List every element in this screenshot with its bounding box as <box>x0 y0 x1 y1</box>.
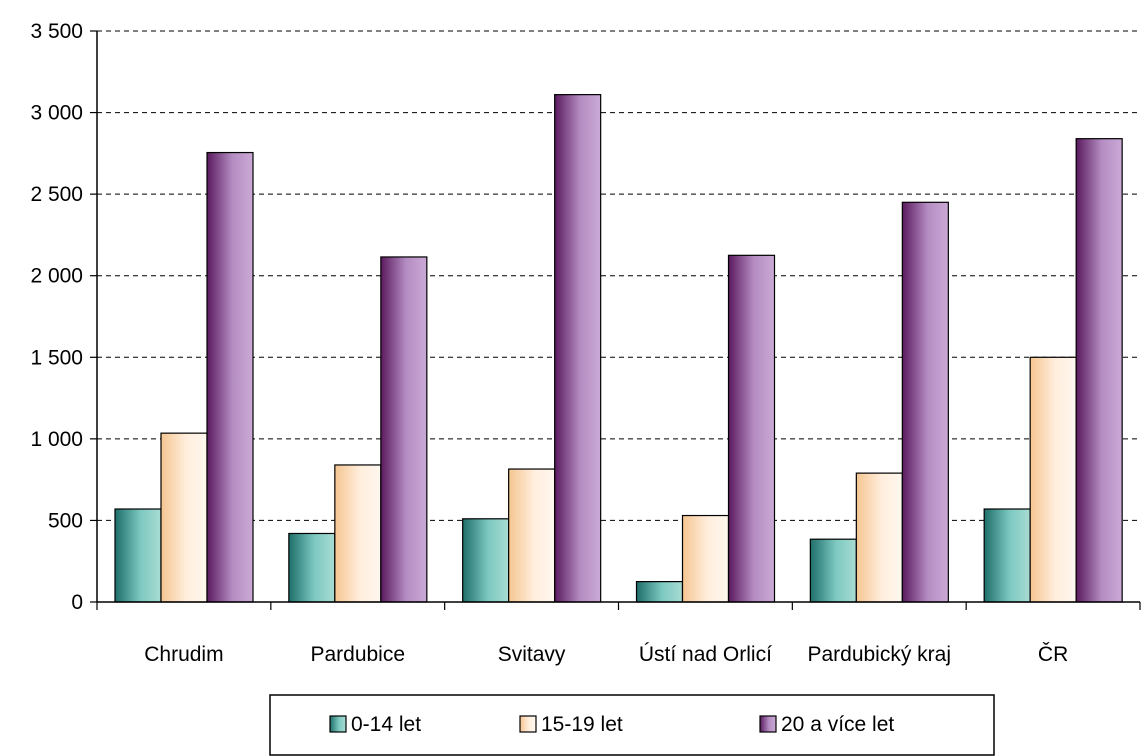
x-category-label: Pardubický kraj <box>807 643 951 666</box>
y-tick-label: 1 500 <box>30 346 83 369</box>
y-axis-tick-labels: 0 500 1 000 1 500 2 000 2 500 3 000 3 500 <box>30 20 83 614</box>
bar-chrudim-series-2 <box>206 151 254 603</box>
y-tick-label: 2 500 <box>30 183 83 206</box>
bar-chrudim-series-1 <box>160 432 208 603</box>
axes <box>90 30 1141 610</box>
bar--st-nad-orlic--series-0 <box>635 581 684 603</box>
x-category-label: Svitavy <box>498 643 566 666</box>
bar--st-nad-orlic--series-2 <box>727 254 776 603</box>
legend-label: 0-14 let <box>351 713 421 736</box>
bar--r-series-2 <box>1075 138 1123 603</box>
legend-label: 15-19 let <box>541 713 623 736</box>
bar--r-series-0 <box>983 508 1031 603</box>
y-tick-label: 1 000 <box>30 428 83 451</box>
y-tick-label: 0 <box>71 591 83 614</box>
bar--r-series-1 <box>1029 356 1077 603</box>
bar-pardubice-series-0 <box>288 532 336 603</box>
bar-pardubice-series-1 <box>334 464 382 603</box>
y-tick-label: 2 000 <box>30 265 83 288</box>
x-category-label: Pardubice <box>310 643 405 666</box>
bar-pardubick-kraj-series-0 <box>809 538 857 603</box>
gridlines <box>97 30 1140 521</box>
y-tick-label: 500 <box>48 509 83 532</box>
x-category-label: Ústí nad Orlicí <box>639 643 772 666</box>
x-category-label: Chrudim <box>144 643 223 666</box>
legend: 0-14 let 15-19 let 20 a více let <box>269 694 995 756</box>
x-category-label: ČR <box>1038 643 1068 666</box>
legend-swatch <box>329 715 347 733</box>
bars <box>114 94 1123 603</box>
bar-svitavy-series-2 <box>554 94 602 603</box>
y-tick-label: 3 500 <box>30 20 83 43</box>
bar-pardubick-kraj-series-1 <box>855 472 903 603</box>
legend-swatch <box>759 715 777 733</box>
x-axis-category-labels: Chrudim Pardubice Svitavy Ústí nad Orlicí Pa… <box>144 643 1068 666</box>
y-tick-label: 3 000 <box>30 102 83 125</box>
bar-svitavy-series-0 <box>462 518 510 603</box>
bar--st-nad-orlic--series-1 <box>681 514 730 603</box>
bar-pardubice-series-2 <box>380 256 428 603</box>
bar-pardubick-kraj-series-2 <box>901 201 949 603</box>
legend-label: 20 a více let <box>781 713 894 736</box>
bar-svitavy-series-1 <box>508 468 556 603</box>
bar-chrudim-series-0 <box>114 508 162 603</box>
legend-box <box>269 694 995 756</box>
legend-swatch <box>519 715 537 733</box>
